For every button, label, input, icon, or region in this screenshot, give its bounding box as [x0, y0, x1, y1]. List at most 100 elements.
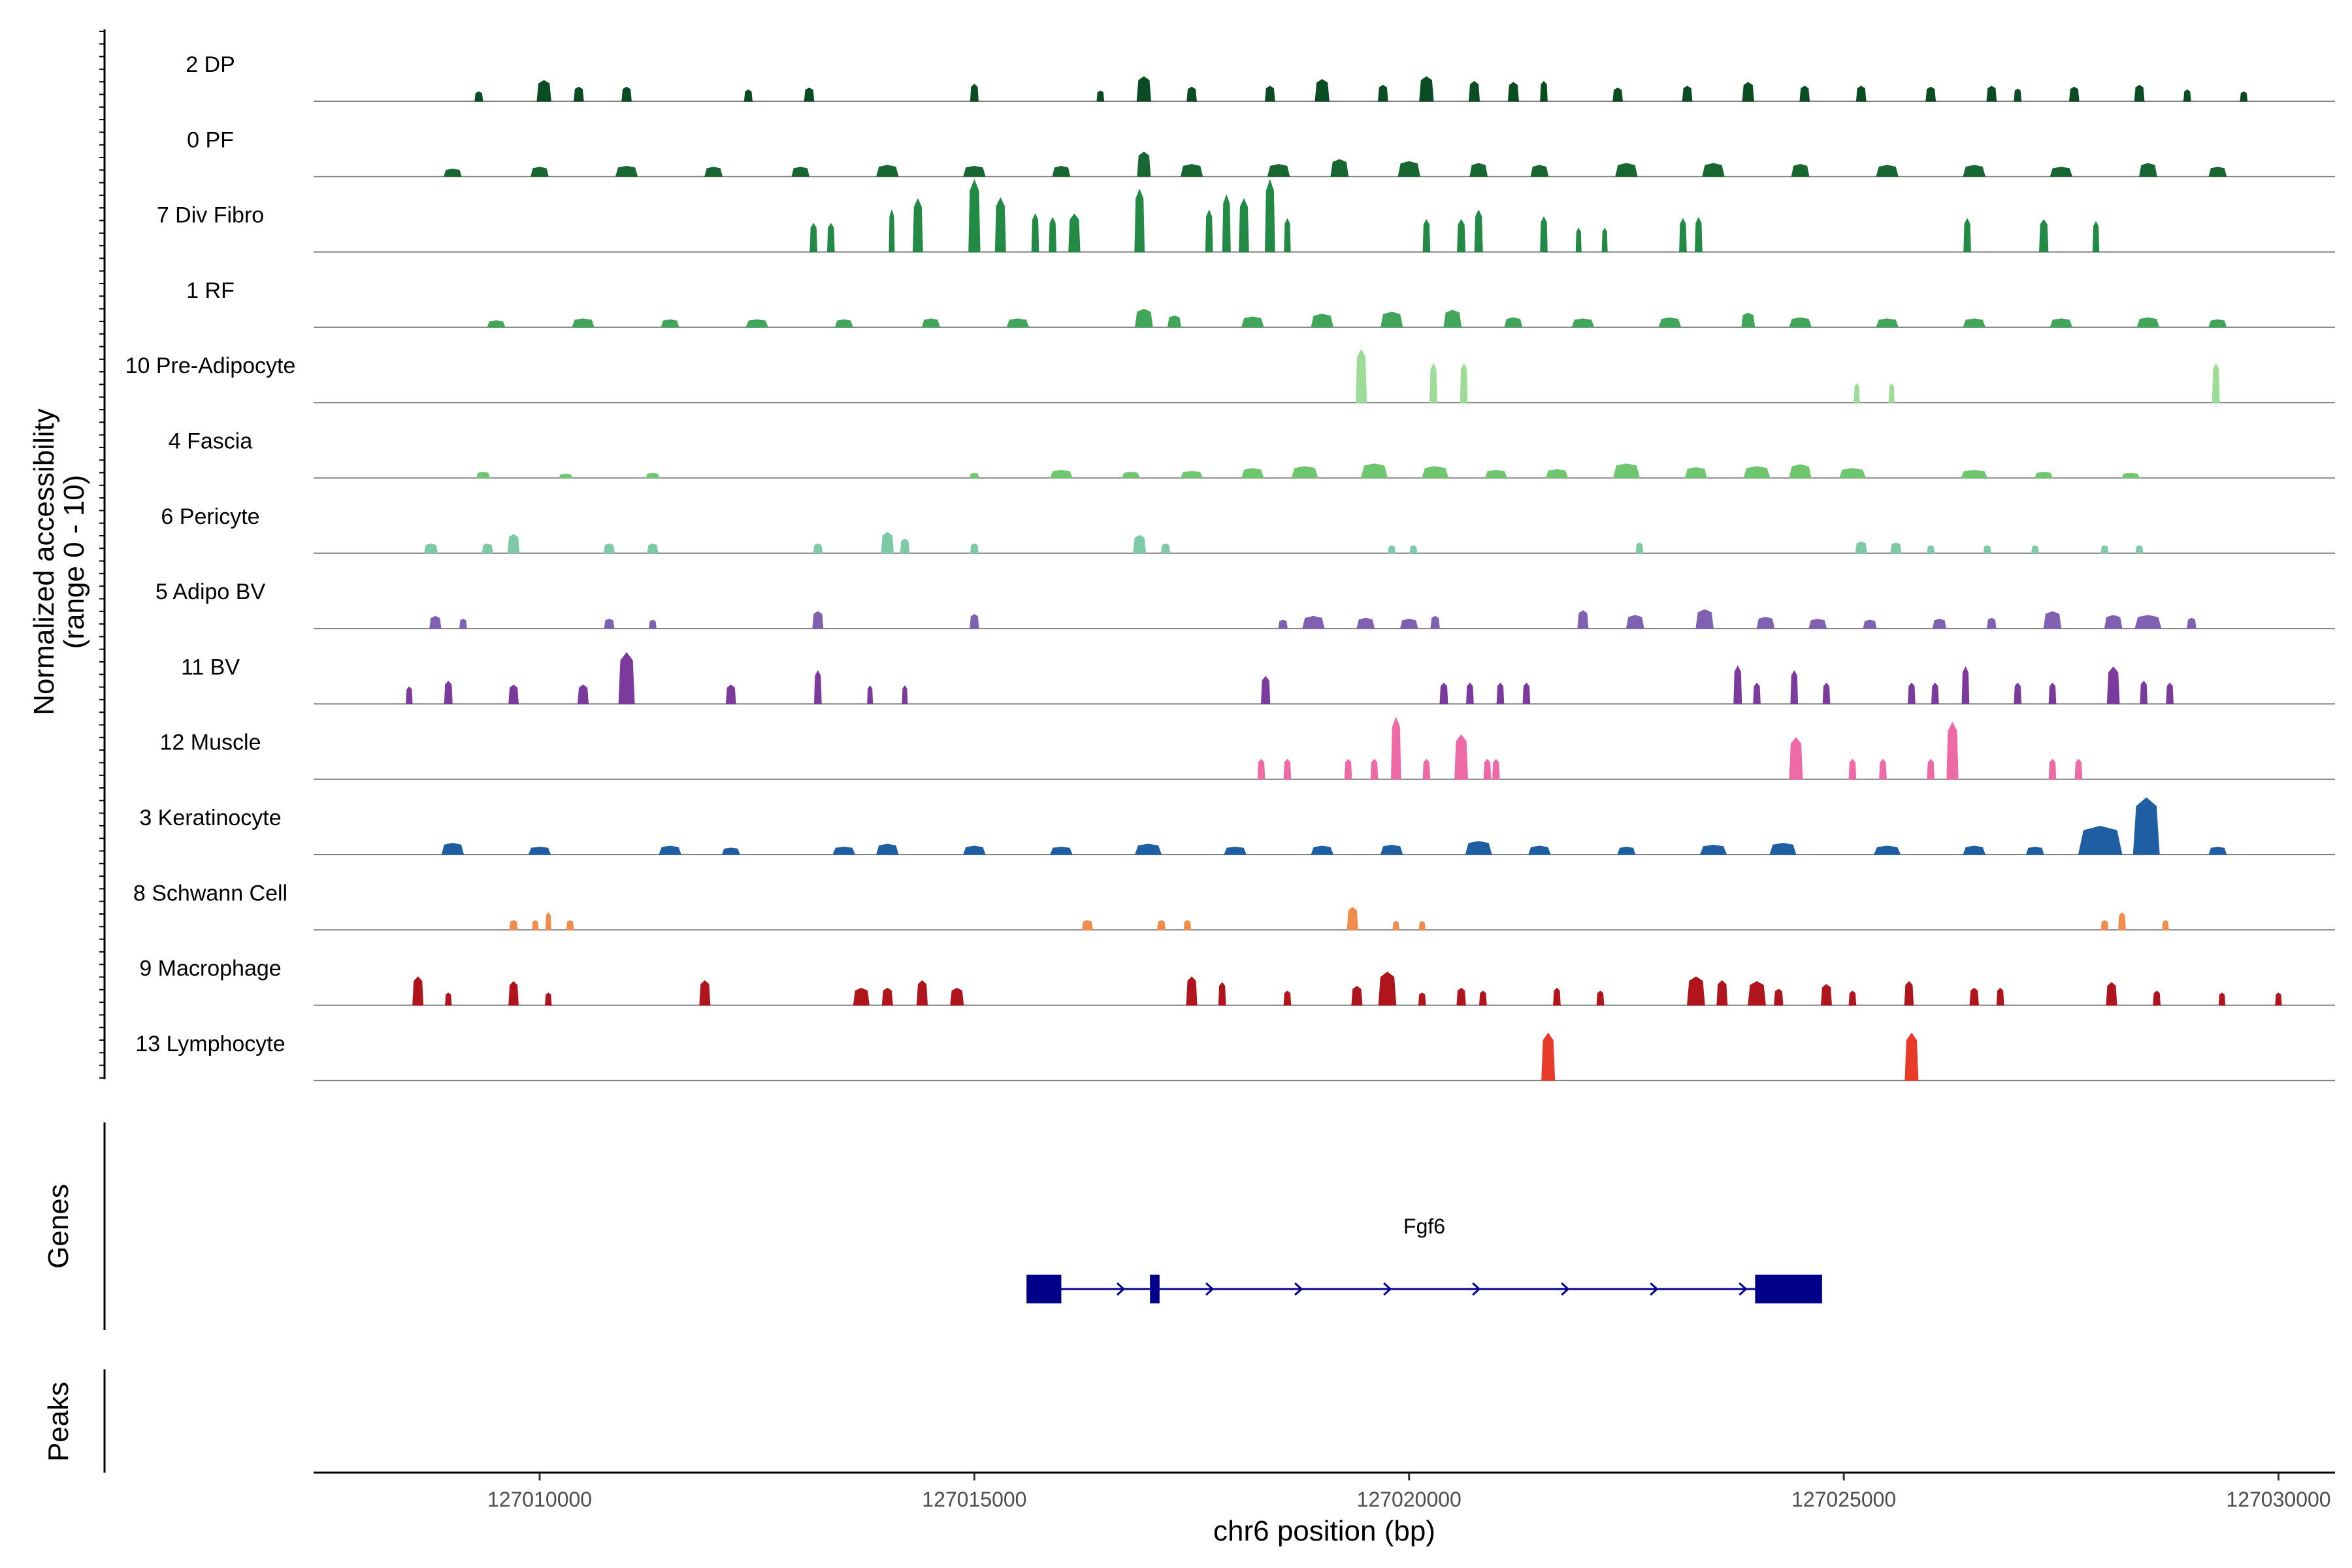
- track-5-adipo-bv: 5 Adipo BV: [155, 580, 2335, 630]
- coverage-peak: [1925, 86, 1936, 102]
- coverage-peak: [1575, 227, 1582, 253]
- coverage-peak: [2134, 84, 2145, 102]
- coverage-peak: [1733, 665, 1742, 704]
- coverage-peak: [1987, 617, 1997, 629]
- coverage-peak: [1908, 682, 1916, 704]
- coverage-peak: [1820, 984, 1833, 1006]
- y-axis-title-line2: (range 0 - 10): [58, 475, 90, 649]
- coverage-peak: [1222, 194, 1231, 253]
- coverage-peak: [1612, 463, 1641, 478]
- coverage-peak: [1377, 84, 1388, 102]
- coverage-peak: [1946, 721, 1959, 780]
- coverage-peak: [1876, 165, 1899, 177]
- coverage-peak: [2050, 318, 2073, 328]
- coverage-peak: [1419, 76, 1434, 102]
- coverage-peak: [902, 685, 908, 704]
- coverage-peak: [2048, 759, 2057, 780]
- coverage-peak: [1540, 80, 1548, 102]
- coverage-peak: [536, 80, 551, 102]
- coverage-peak: [1879, 759, 1887, 780]
- coverage-peak: [917, 980, 928, 1006]
- coverage-peak: [645, 472, 660, 478]
- coverage-peak: [1838, 468, 1867, 478]
- coverage-peak: [2138, 163, 2157, 177]
- coverage-peak: [1439, 682, 1448, 704]
- coverage-peak: [1133, 534, 1147, 554]
- coverage-peak: [1961, 666, 1970, 704]
- coverage-peak: [1351, 985, 1363, 1006]
- coverage-peak: [1682, 86, 1693, 102]
- coverage-peak: [921, 318, 940, 328]
- coverage-peak: [1799, 86, 1810, 102]
- coverage-peak: [1617, 846, 1636, 855]
- strand-arrow: [1561, 1282, 1570, 1296]
- coverage-peak: [1454, 734, 1469, 780]
- coverage-peak: [508, 981, 519, 1006]
- coverage-peak: [1969, 987, 1979, 1006]
- x-tick-label: 127030000: [2226, 1488, 2330, 1511]
- coverage-peak: [743, 90, 753, 102]
- coverage-peak: [1409, 545, 1418, 554]
- strand-arrow: [1205, 1282, 1215, 1296]
- coverage-peak: [1483, 759, 1492, 780]
- coverage-peak: [1081, 920, 1093, 930]
- coverage-peak: [1808, 619, 1827, 629]
- coverage-peak: [1311, 845, 1334, 855]
- coverage-peak: [1260, 676, 1271, 704]
- coverage-peak: [1180, 470, 1203, 478]
- coverage-peak: [1218, 981, 1226, 1006]
- coverage-peak: [704, 167, 723, 177]
- coverage-peak: [1848, 990, 1857, 1006]
- coverage-peak: [545, 992, 552, 1006]
- track-1-rf: 1 RF: [186, 278, 2335, 328]
- coverage-peak: [1134, 308, 1153, 328]
- coverage-peak: [1186, 86, 1197, 102]
- coverage-peak: [574, 86, 584, 102]
- coverage-peak: [528, 846, 551, 855]
- coverage-peak: [804, 88, 815, 102]
- coverage-peak: [1311, 314, 1333, 328]
- coverage-peak: [881, 987, 893, 1006]
- coverage-peak: [2014, 682, 2022, 704]
- coverage-peak: [1257, 759, 1266, 780]
- coverage-peak: [2039, 219, 2049, 253]
- coverage-peak: [1241, 468, 1264, 478]
- coverage-peak: [721, 847, 740, 855]
- coverage-peak: [559, 474, 573, 478]
- coverage-peak: [1180, 163, 1203, 177]
- coverage-peak: [572, 318, 595, 328]
- coverage-peak: [1183, 920, 1192, 930]
- gene-track: Fgf6: [1026, 1215, 1822, 1303]
- x-axis-title: chr6 position (bp): [1213, 1515, 1435, 1547]
- strand-arrow: [1116, 1282, 1126, 1296]
- coverage-peak: [1687, 976, 1705, 1006]
- x-tick-label: 127015000: [922, 1488, 1026, 1511]
- coverage-peak: [1156, 920, 1166, 930]
- gene-exon: [1755, 1275, 1822, 1303]
- coverage-peak: [1418, 921, 1426, 930]
- track-label-5-adipo-bv: 5 Adipo BV: [155, 580, 266, 604]
- coverage-peak: [1096, 90, 1105, 102]
- coverage-peak: [1695, 217, 1703, 253]
- track-label-7-div-fibro: 7 Div Fibro: [157, 203, 264, 228]
- coverage-peak: [1006, 318, 1030, 328]
- track-label-4-fascia: 4 Fascia: [169, 429, 253, 454]
- coverage-peak: [1504, 317, 1523, 328]
- coverage-peak: [1790, 670, 1799, 704]
- coverage-peak: [1330, 159, 1349, 177]
- coverage-peak: [2134, 615, 2162, 629]
- track-label-3-keratinocyte: 3 Keratinocyte: [139, 806, 281, 830]
- coverage-peak: [1134, 188, 1145, 253]
- coverage-peak: [950, 987, 964, 1006]
- coverage-peak: [853, 987, 870, 1006]
- coverage-peak: [1134, 843, 1162, 855]
- coverage-peak: [2135, 545, 2144, 554]
- coverage-peak: [1769, 843, 1797, 855]
- coverage-peak: [1160, 543, 1171, 554]
- coverage-peak: [1356, 348, 1367, 403]
- coverage-peak: [2187, 617, 2197, 629]
- coverage-peak: [1422, 219, 1431, 253]
- coverage-peak: [1927, 759, 1935, 780]
- coverage-peak: [1469, 163, 1488, 177]
- coverage-peak: [2118, 912, 2126, 930]
